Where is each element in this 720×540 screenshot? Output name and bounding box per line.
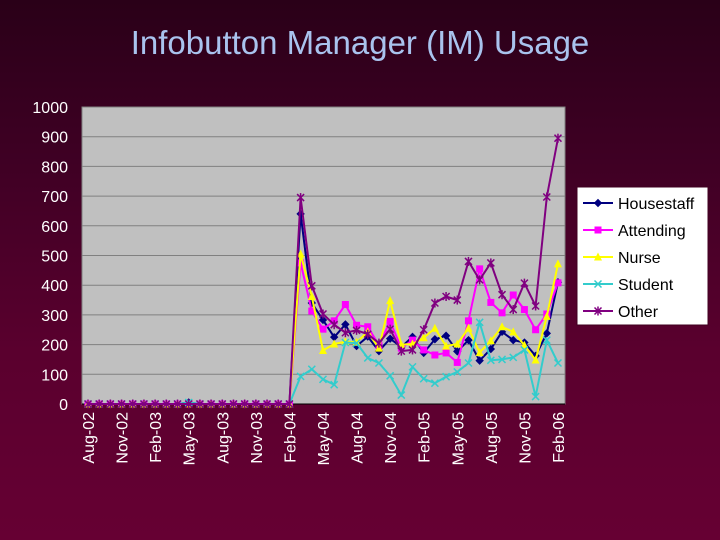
x-tick-label: May-04 [316, 412, 333, 465]
x-tick-label: Nov-05 [517, 412, 534, 464]
y-tick-label: 300 [41, 308, 68, 325]
series-other [83, 133, 563, 409]
y-tick-label: 0 [59, 397, 68, 414]
legend-label: Attending [618, 223, 686, 240]
legend: Housestaff Attending Nurse Student Other [576, 186, 709, 326]
y-tick-label: 400 [41, 278, 68, 295]
y-tick-label: 700 [41, 189, 68, 206]
legend-label: Nurse [618, 250, 661, 267]
y-tick-label: 800 [41, 159, 68, 176]
y-tick-label: 100 [41, 367, 68, 384]
x-tick-label: Feb-05 [417, 412, 434, 463]
legend-item-student: Student [583, 277, 674, 294]
x-tick-label: May-05 [450, 412, 467, 465]
x-tick-label: Aug-02 [81, 412, 98, 464]
slide-title: Infobutton Manager (IM) Usage [130, 24, 590, 61]
x-tick-label: Feb-06 [551, 412, 568, 463]
y-tick-label: 500 [41, 249, 68, 266]
y-tick-label: 600 [41, 219, 68, 236]
x-tick-label: Aug-03 [215, 412, 232, 464]
legend-label: Housestaff [618, 196, 695, 213]
legend-label: Other [618, 304, 659, 321]
x-tick-label: Nov-04 [383, 412, 400, 464]
y-tick-label: 900 [41, 130, 68, 147]
y-tick-label: 200 [41, 338, 68, 355]
x-tick-label: Nov-03 [249, 412, 266, 464]
x-tick-label: Aug-04 [350, 412, 367, 464]
legend-item-other: Other [583, 304, 659, 321]
x-tick-label: Nov-02 [115, 412, 132, 464]
x-tick-label: Aug-05 [484, 412, 501, 464]
x-tick-label: Feb-03 [148, 412, 165, 463]
x-tick-label: May-03 [182, 412, 199, 465]
x-tick-label: Feb-04 [282, 412, 299, 463]
y-tick-label: 1000 [32, 100, 68, 117]
legend-item-nurse: Nurse [583, 250, 661, 267]
data-series [83, 133, 563, 409]
legend-item-attending: Attending [583, 223, 686, 240]
x-axis: Aug-02 Nov-02 Feb-03 May-03 Aug-03 Nov-03 Feb-… [81, 412, 568, 465]
legend-label: Student [618, 277, 674, 294]
legend-item-housestaff: Housestaff [583, 196, 695, 213]
